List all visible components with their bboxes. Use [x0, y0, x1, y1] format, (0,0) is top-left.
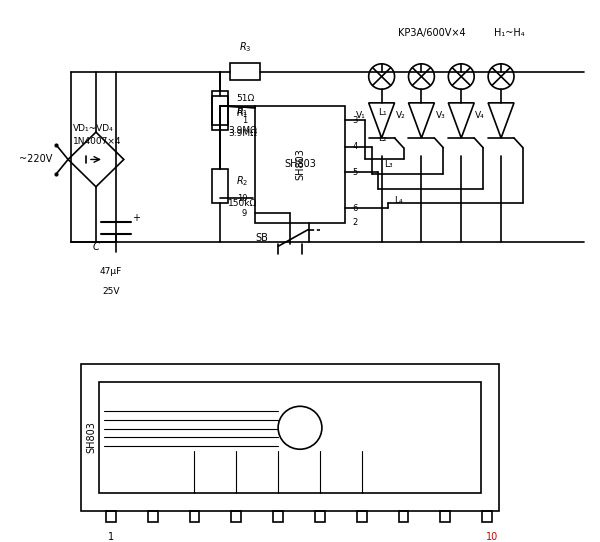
Text: L₁: L₁ — [377, 108, 386, 117]
Bar — [230, 63, 260, 80]
Text: SH803: SH803 — [295, 149, 305, 180]
Text: V₄: V₄ — [475, 111, 485, 120]
Bar — [212, 91, 229, 125]
Text: $R_3$: $R_3$ — [239, 40, 251, 54]
Text: L₃: L₃ — [385, 160, 393, 169]
Text: 47μF: 47μF — [100, 267, 122, 276]
Text: $R_2$: $R_2$ — [236, 175, 248, 188]
Text: 10: 10 — [237, 194, 247, 203]
Bar — [190, 511, 199, 522]
Text: 3.9MΩ: 3.9MΩ — [228, 128, 257, 138]
Text: 25V: 25V — [102, 287, 119, 296]
Text: $R_1$: $R_1$ — [236, 107, 248, 120]
Text: 9: 9 — [242, 209, 247, 218]
Text: V₁: V₁ — [356, 111, 365, 120]
Text: 3.9MΩ: 3.9MΩ — [228, 126, 257, 134]
Text: 5: 5 — [353, 167, 358, 177]
Text: 4: 4 — [353, 142, 358, 151]
Bar — [212, 96, 229, 130]
Text: SB: SB — [256, 233, 269, 242]
Bar — [315, 511, 325, 522]
Bar — [212, 169, 229, 203]
Text: $R_1$: $R_1$ — [236, 104, 248, 118]
Text: 2: 2 — [353, 218, 358, 228]
Bar — [398, 511, 409, 522]
Text: SH803: SH803 — [284, 159, 316, 169]
Text: 10: 10 — [486, 532, 498, 542]
Text: 6: 6 — [353, 204, 358, 213]
Text: L₂: L₂ — [377, 134, 386, 144]
Bar — [81, 364, 499, 511]
Text: 150kΩ: 150kΩ — [227, 199, 257, 208]
Bar — [273, 511, 283, 522]
Bar — [357, 511, 367, 522]
Text: L₄: L₄ — [395, 196, 403, 205]
Bar — [99, 382, 481, 493]
Bar — [482, 511, 492, 522]
Bar — [106, 511, 116, 522]
Bar — [440, 511, 451, 522]
Text: V₂: V₂ — [396, 111, 406, 120]
Text: KP3A/600V×4: KP3A/600V×4 — [398, 28, 465, 37]
Text: 51Ω: 51Ω — [236, 94, 254, 104]
Text: SH803: SH803 — [86, 422, 96, 454]
Text: 3: 3 — [353, 116, 358, 125]
Bar — [255, 106, 345, 223]
Text: 1: 1 — [242, 116, 247, 125]
Text: 1: 1 — [108, 532, 114, 542]
Text: V₃: V₃ — [436, 111, 445, 120]
Text: C: C — [92, 242, 100, 252]
Text: ~220V: ~220V — [19, 154, 53, 164]
Bar — [148, 511, 158, 522]
Text: H₁~H₄: H₁~H₄ — [494, 28, 524, 37]
Text: VD₁~VD₄: VD₁~VD₄ — [73, 124, 114, 133]
Text: +: + — [132, 213, 140, 223]
Text: 1N4007×4: 1N4007×4 — [73, 137, 122, 146]
Bar — [232, 511, 241, 522]
